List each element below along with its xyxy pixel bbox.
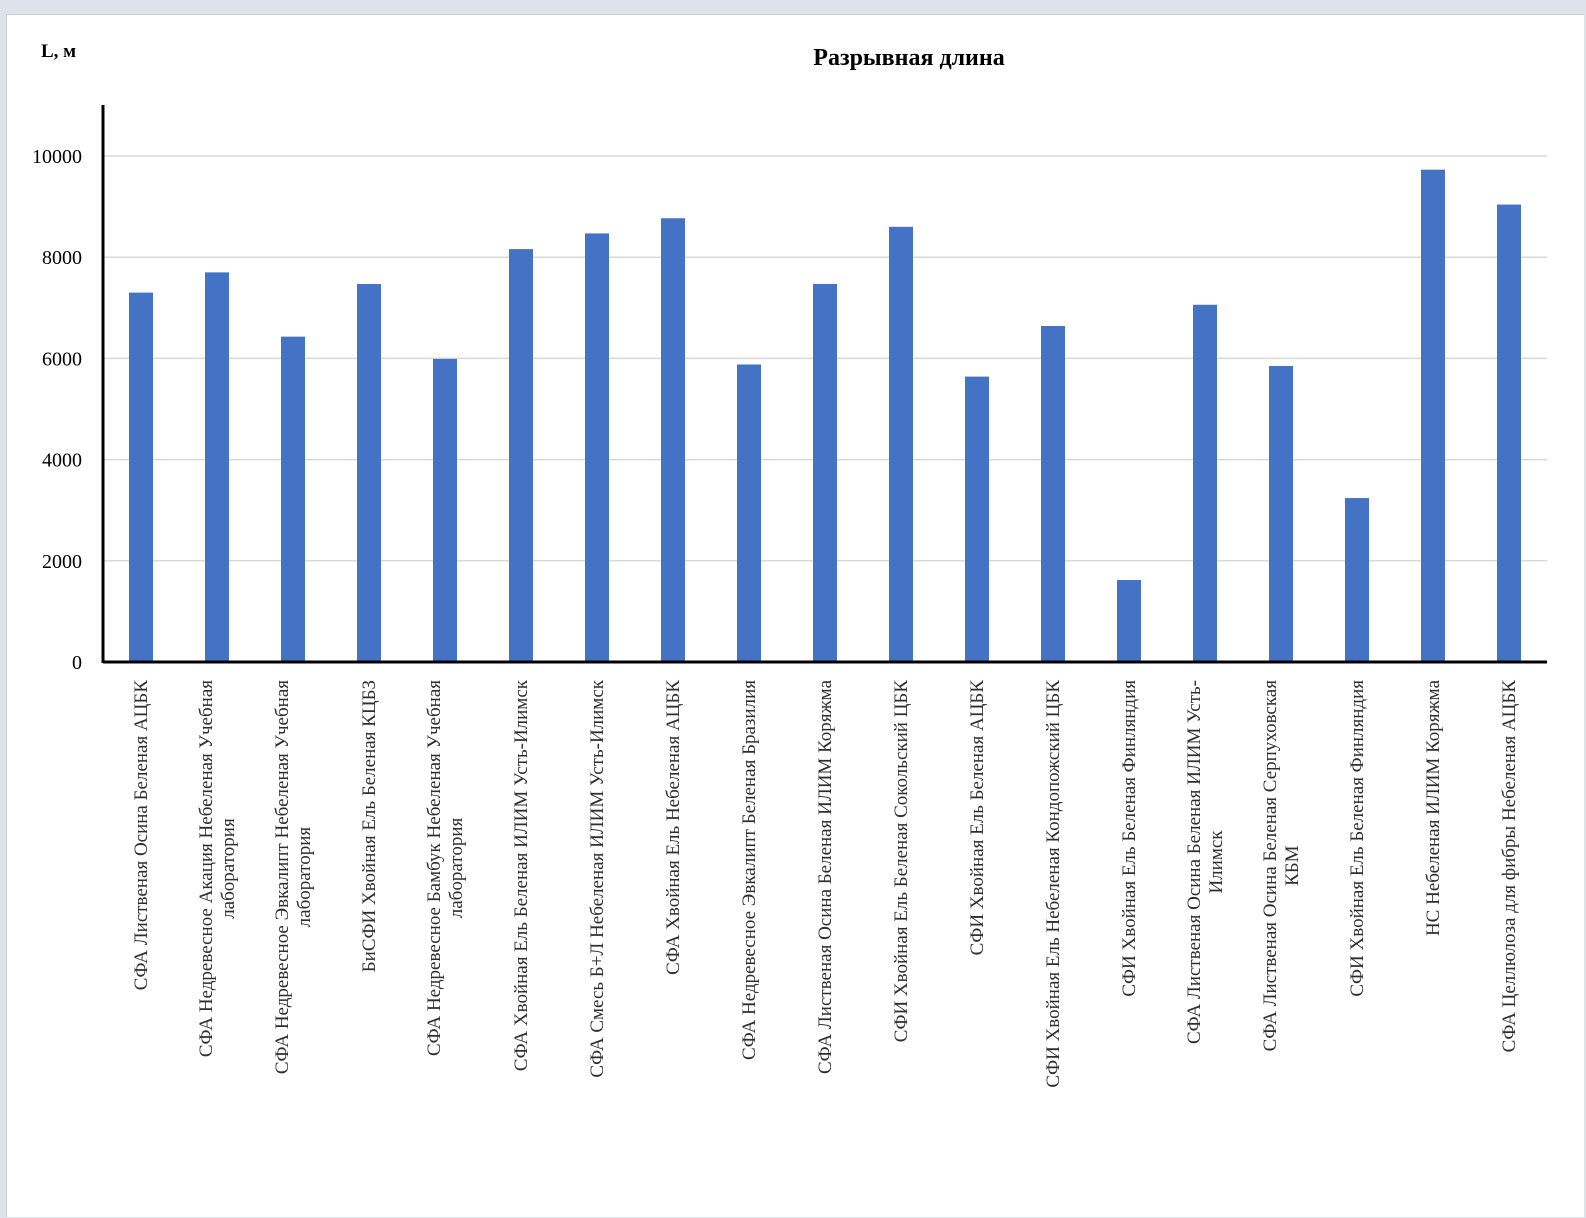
x-tick-label: СФА Недревесное Эвкалипт Небеленая Учебн… xyxy=(272,680,315,1074)
x-tick-label: НС Небеленая ИЛИМ Коряжма xyxy=(1423,679,1444,936)
x-tick-label: СФИ Хвойная Ель Беленая Сокольский ЦБК xyxy=(891,680,912,1043)
y-tick-label: 8000 xyxy=(42,247,82,269)
x-tick-label: СФИ Хвойная Ель Беленая АЦБК xyxy=(967,680,988,956)
x-tick-label: СФА Лиственая Осина Беленая Серпуховская… xyxy=(1260,680,1303,1052)
bars xyxy=(129,169,1521,663)
bar xyxy=(357,284,381,662)
x-tick-label: СФА Лиственая Осина Беленая АЦБК xyxy=(131,680,152,991)
bar xyxy=(1117,580,1141,662)
bar xyxy=(129,292,153,662)
y-tick-label: 0 xyxy=(72,652,82,674)
chart-title: Разрывная длина xyxy=(813,45,1004,71)
y-tick-label: 10000 xyxy=(32,146,82,168)
bar xyxy=(509,249,533,662)
bar-chart: 0 2000 4000 6000 8000 10000 СФА Лиственая Оси… xyxy=(32,41,1547,1088)
x-tick-labels: СФА Лиственая Осина Беленая АЦБК СФА Недр… xyxy=(131,679,1520,1087)
bar xyxy=(1497,204,1521,663)
bar xyxy=(889,226,913,662)
bar xyxy=(737,364,761,662)
x-tick-label: СФА Лиственая Осина Беленая ИЛИМ Усть-Ил… xyxy=(1184,680,1227,1044)
y-axis-label: L, м xyxy=(41,41,76,62)
x-tick-label: СФА Смесь Б+Л Небеленая ИЛИМ Усть-Илимск xyxy=(587,679,608,1077)
x-tick-label: СФА Лиственая Осина Беленая ИЛИМ Коряжма xyxy=(815,679,836,1074)
bar xyxy=(1345,498,1369,662)
bar xyxy=(281,336,305,662)
chart-panel: 0 2000 4000 6000 8000 10000 СФА Лиственая Оси… xyxy=(6,14,1584,1217)
x-tick-label: БиСФИ Хвойная Ель Беленая КЦБЗ xyxy=(359,680,380,972)
y-tick-label: 2000 xyxy=(42,551,82,573)
bar xyxy=(1269,365,1293,662)
bar xyxy=(1193,304,1217,662)
y-tick-label: 6000 xyxy=(42,348,82,370)
x-tick-label: СФИ Хвойная Ель Беленая Финляндия xyxy=(1347,680,1368,997)
x-tick-label: СФИ Хвойная Ель Небеленая Кондопожский Ц… xyxy=(1043,680,1064,1088)
bar xyxy=(205,272,229,662)
x-tick-label: СФА Целлюлоза для фибры Небеленая АЦБК xyxy=(1499,680,1520,1053)
bar xyxy=(813,284,837,662)
x-tick-label: СФА Недревесное Бамбук Небеленая Учебная… xyxy=(424,680,467,1056)
bar xyxy=(585,233,609,662)
bar xyxy=(965,376,989,662)
x-tick-label: СФА Недревесное Эвкалипт Беленая Бразили… xyxy=(739,680,760,1060)
x-tick-label: СФИ Хвойная Ель Беленая Финляндия xyxy=(1119,680,1140,997)
x-tick-label: СФА Хвойная Ель Беленая ИЛИМ Усть-Илимск xyxy=(511,679,532,1071)
bar xyxy=(1041,326,1065,662)
y-tick-label: 4000 xyxy=(42,450,82,472)
x-tick-label: СФА Недревесное Акация Небеленая Учебная… xyxy=(196,680,239,1057)
bar xyxy=(433,358,457,662)
x-tick-label: СФА Хвойная Ель Небеленая АЦБК xyxy=(663,680,684,975)
axes xyxy=(101,105,1547,664)
bar xyxy=(1421,169,1445,663)
y-tick-labels: 0 2000 4000 6000 8000 10000 xyxy=(32,146,82,674)
bar xyxy=(661,218,685,662)
